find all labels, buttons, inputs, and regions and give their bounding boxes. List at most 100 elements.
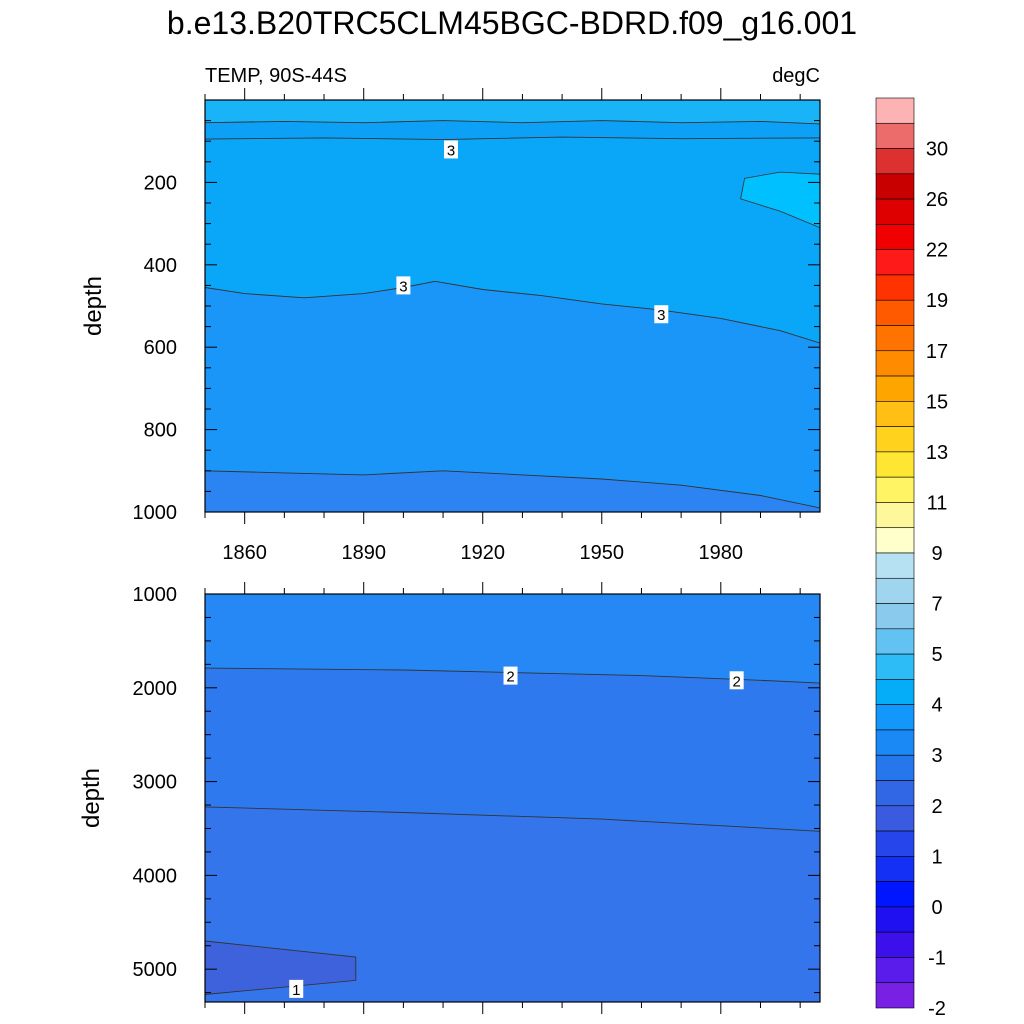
- colorbar-swatch: [875, 148, 915, 175]
- colorbar-label: 11: [927, 492, 948, 514]
- band-fill: [205, 594, 820, 684]
- contour-label-bg: [289, 979, 304, 998]
- x-tick-label: 1860: [222, 542, 267, 564]
- y-tick-label: 4000: [133, 865, 178, 887]
- colorbar-label: 7: [931, 594, 942, 616]
- colorbar-label: 19: [926, 290, 948, 312]
- colorbar-swatch: [875, 577, 915, 604]
- colorbar-swatch: [875, 881, 915, 908]
- x-tick-label: 1890: [341, 542, 386, 564]
- colorbar-swatch: [875, 931, 915, 958]
- y-tick-label: 2000: [133, 678, 178, 700]
- band-fill: [740, 171, 820, 229]
- top-panel: TEMP, 90S-44S degC depth 3 3 3 200 400 600 800…: [80, 65, 821, 564]
- contour-label-bg: [654, 305, 669, 324]
- colorbar-swatch: [875, 451, 915, 478]
- contour-label: 3: [657, 307, 665, 324]
- colorbar-label: 13: [926, 442, 948, 464]
- colorbar-swatch: [875, 552, 915, 579]
- colorbar-swatch: [875, 628, 915, 655]
- colorbar-swatch: [875, 527, 915, 554]
- figure-title: b.e13.B20TRC5CLM45BGC-BDRD.f09_g16.001: [167, 5, 857, 41]
- colorbar-swatch: [875, 780, 915, 807]
- band-fill: [205, 940, 357, 995]
- colorbar-swatch: [875, 249, 915, 276]
- band-fill: [205, 668, 820, 832]
- x-tick-label: 1980: [699, 542, 744, 564]
- y-tick-label: 3000: [133, 772, 178, 794]
- colorbar-swatch: [875, 350, 915, 377]
- band-fill: [205, 137, 820, 344]
- colorbar-swatch: [875, 476, 915, 503]
- colorbar-swatch: [875, 173, 915, 200]
- contour-line: [205, 136, 820, 141]
- top-left-label: TEMP, 90S-44S: [205, 65, 347, 87]
- plot-frame: [204, 593, 821, 1003]
- colorbar-label: 4: [931, 695, 942, 717]
- colorbar-label: 26: [926, 189, 948, 211]
- colorbar-swatch: [875, 603, 915, 630]
- colorbar-swatch: [875, 729, 915, 756]
- contour-label-bg: [444, 140, 458, 159]
- contour-line: [205, 667, 820, 684]
- x-tick-label: 1920: [460, 542, 505, 564]
- contour-label: 3: [399, 278, 407, 295]
- y-tick-label: 200: [144, 172, 177, 194]
- colorbar-swatch: [875, 198, 915, 225]
- colorbar-swatch: [875, 224, 915, 250]
- colorbar-label: 3: [931, 745, 942, 767]
- colorbar-swatch: [875, 274, 915, 301]
- colorbar-swatch: [875, 906, 915, 933]
- band-fill: [205, 120, 820, 140]
- contour-line: [205, 806, 820, 832]
- colorbar-label: 15: [926, 391, 948, 413]
- colorbar-label: 1: [931, 846, 942, 868]
- top-ylabel: depth: [80, 276, 107, 336]
- colorbar-swatch: [875, 957, 915, 984]
- colorbar-swatch: [875, 502, 915, 529]
- y-tick-label: 5000: [133, 959, 178, 981]
- colorbar-swatch: [875, 375, 915, 402]
- y-tick-label: 800: [144, 420, 177, 442]
- contour-line: [205, 120, 820, 125]
- colorbar-label: 17: [926, 341, 948, 363]
- bottom-ylabel: depth: [78, 768, 105, 828]
- colorbar-label: 0: [931, 897, 942, 919]
- colorbar-swatch: [875, 982, 915, 1009]
- contour-label-bg: [729, 671, 744, 690]
- colorbar-swatch: [875, 704, 915, 731]
- colorbar-label: 30: [926, 139, 948, 161]
- bottom-panel: depth 2 2 1 1000 2000 3000 4000 5000: [78, 582, 821, 1014]
- bottom-plot-area: 2 2 1: [205, 594, 820, 1002]
- y-tick-label: 400: [144, 255, 177, 277]
- colorbar-swatch: [875, 653, 915, 680]
- x-tick-label: 1950: [580, 542, 625, 564]
- contour-label: 3: [447, 142, 455, 159]
- colorbar: 30 26 22 19 17 15 13 11 9 7 5 4 3 2 1 0 -1 -2: [875, 97, 948, 1020]
- colorbar-swatch: [875, 426, 915, 453]
- colorbar-swatch: [875, 122, 915, 149]
- colorbar-swatch: [875, 401, 915, 427]
- y-tick-label: 1000: [133, 584, 178, 606]
- contour-label-bg: [396, 276, 411, 295]
- colorbar-swatch: [875, 299, 915, 326]
- colorbar-label: 22: [926, 240, 948, 262]
- colorbar-swatch: [875, 679, 915, 705]
- colorbar-label: 2: [931, 796, 942, 818]
- colorbar-swatch: [875, 805, 915, 832]
- colorbar-swatch: [875, 97, 915, 124]
- colorbar-swatch: [875, 830, 915, 857]
- top-right-label: degC: [772, 65, 820, 87]
- colorbar-swatch: [875, 856, 915, 882]
- colorbar-label: 5: [931, 644, 942, 666]
- contour-label: 2: [506, 669, 514, 686]
- y-tick-label: 1000: [133, 502, 178, 524]
- colorbar-label: -2: [928, 998, 946, 1020]
- top-plot-area: 3 3 3: [205, 100, 820, 512]
- contour-label: 2: [733, 673, 741, 690]
- colorbar-swatch: [875, 325, 915, 352]
- contour-label: 1: [292, 982, 300, 999]
- colorbar-swatch: [875, 754, 915, 781]
- contour-line: [205, 470, 820, 509]
